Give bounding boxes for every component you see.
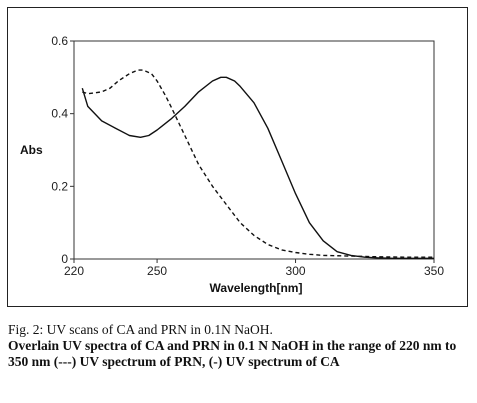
figure-frame: [7, 7, 468, 307]
x-tick-label: 300: [286, 264, 306, 278]
y-tick-label: 0.2: [51, 179, 68, 193]
figure-caption: Fig. 2: UV scans of CA and PRN in 0.1N N…: [8, 322, 470, 370]
plot-area: [73, 40, 435, 260]
y-tick-label: 0.6: [51, 34, 68, 48]
caption-title: Fig. 2: UV scans of CA and PRN in 0.1N N…: [8, 322, 273, 337]
caption-body: Overlain UV spectra of CA and PRN in 0.1…: [8, 338, 457, 369]
series-line-dashed: [82, 69, 434, 258]
uv-spectra-chart: 0 0.2 0.4 0.6 220 250 300 350 Abs Wavelength[nm]: [20, 34, 444, 295]
series-line-solid: [81, 76, 434, 259]
y-tick-label: 0: [61, 252, 68, 266]
x-tick-label: 220: [64, 264, 84, 278]
y-tick-label: 0.4: [51, 107, 68, 121]
y-axis-title: Abs: [20, 143, 43, 157]
x-axis-title: Wavelength[nm]: [210, 281, 303, 295]
x-tick-label: 250: [147, 264, 167, 278]
x-tick-label: 350: [424, 264, 444, 278]
